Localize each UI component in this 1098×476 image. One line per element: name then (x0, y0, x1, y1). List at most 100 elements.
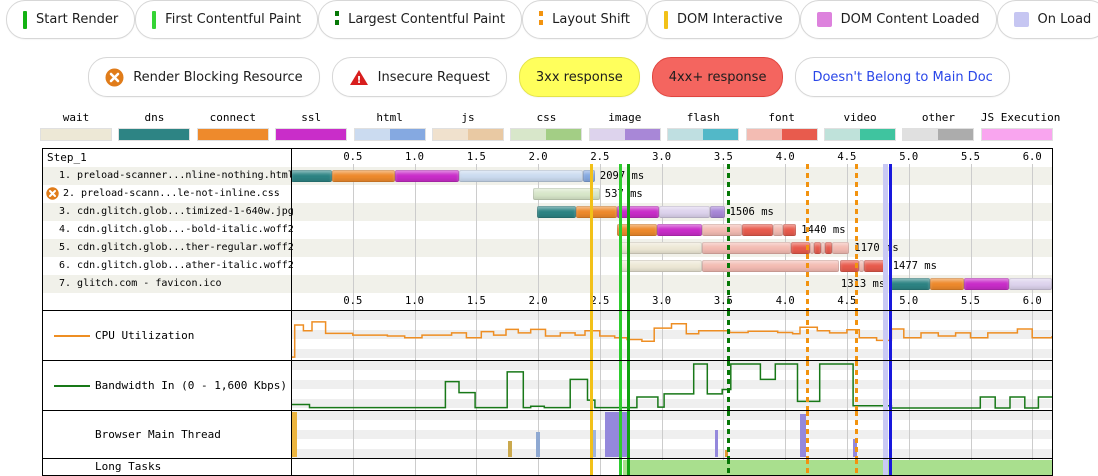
request-duration-2: 537 ms (604, 188, 643, 200)
gridline (538, 164, 540, 310)
gridline (476, 411, 478, 458)
legend-chip-label: On Load (1037, 12, 1092, 27)
legend-chip-label: Start Render (36, 12, 119, 27)
phase-swatch-half (938, 129, 974, 140)
request-bar-4[interactable] (782, 224, 797, 236)
request-bar-6[interactable] (864, 260, 888, 272)
request-bar-4[interactable] (772, 224, 783, 236)
bandwidth-section-label: Bandwidth In (0 - 1,600 Kbps) (95, 379, 288, 392)
request-bar-5[interactable] (702, 242, 792, 254)
request-bar-6[interactable] (619, 260, 703, 272)
request-bar-7[interactable] (890, 278, 930, 290)
first-contentful-paint-marker-icon (152, 10, 157, 29)
phase-swatch (196, 128, 269, 141)
gridline (352, 459, 354, 475)
request-bar-7[interactable] (1008, 278, 1052, 290)
request-row-5[interactable]: 5. cdn.glitch.glob...ther-regular.woff2 (59, 242, 294, 253)
phase-swatch-half (41, 129, 111, 140)
request-bar-4[interactable] (741, 224, 773, 236)
event-line-layout-shift-2 (854, 411, 858, 458)
phase-js-execution: JS Execution (980, 111, 1061, 141)
phase-swatch-half (860, 129, 896, 140)
legend-chip-largest-contentful-paint: Largest Contentful Paint (318, 0, 523, 39)
request-bar-3[interactable] (659, 206, 710, 218)
request-bar-3[interactable] (709, 206, 725, 218)
phase-ssl: ssl (275, 111, 348, 141)
phase-label: image (608, 111, 642, 124)
event-line-largest-contentful-paint (726, 361, 730, 410)
legend-chip-label: Insecure Request (377, 69, 490, 85)
request-bar-5[interactable] (813, 242, 821, 254)
phase-label: css (536, 111, 557, 124)
request-bar-5[interactable] (809, 242, 814, 254)
request-bar-6[interactable] (702, 260, 840, 272)
phase-swatch-half (981, 129, 1052, 140)
request-row-7[interactable]: 7. glitch.com - favicon.ico (59, 278, 222, 289)
request-bar-4[interactable] (617, 224, 657, 236)
gridline (908, 411, 910, 458)
request-row-1[interactable]: 1. preload-scanner...nline-nothing.html (59, 170, 294, 181)
event-line-on-load (882, 311, 888, 360)
event-line-layout-shift (805, 411, 809, 458)
request-bar-2[interactable] (533, 188, 600, 200)
axis-tick-label: 1.0 (405, 151, 424, 163)
phase-swatch-half (354, 129, 390, 140)
request-row-4[interactable]: 4. cdn.glitch.glob...-bold-italic.woff2 (59, 224, 294, 235)
legend-chip-label: Render Blocking Resource (133, 69, 303, 85)
request-bar-1[interactable] (331, 170, 395, 182)
dom-content-loaded-marker-icon (816, 12, 832, 27)
phase-swatch-half (433, 129, 469, 140)
request-bar-1[interactable] (459, 170, 583, 182)
request-bar-4[interactable] (702, 224, 742, 236)
gridline (414, 361, 416, 410)
gridline (476, 311, 478, 360)
legend-chip-label: 4xx+ response (668, 69, 767, 85)
request-bar-5[interactable] (824, 242, 833, 254)
phase-other: other (902, 111, 975, 141)
legend-chip-doesn-t-belong-to-main-doc[interactable]: Doesn't Belong to Main Doc (795, 57, 1010, 97)
request-bar-5[interactable] (619, 242, 703, 254)
phase-swatch-half (276, 129, 347, 140)
long-tasks-section-label: Long Tasks (95, 460, 162, 473)
legend-chip-label: 3xx response (535, 69, 623, 85)
render-blocking-icon (46, 187, 59, 200)
request-bar-7[interactable] (929, 278, 965, 290)
row-stripe (43, 275, 1052, 293)
event-line-layout-shift-2 (854, 459, 858, 475)
request-row-3[interactable]: 3. cdn.glitch.glob...timized-1-640w.jpg (59, 206, 294, 217)
request-bar-6[interactable] (859, 260, 865, 272)
request-badge-legend: Render Blocking Resource! Insecure Reques… (0, 57, 1098, 97)
request-duration-4: 1440 ms (801, 224, 846, 236)
legend-chip-dom-interactive: DOM Interactive (647, 0, 800, 39)
request-bar-7[interactable] (964, 278, 1009, 290)
event-line-start-render (618, 361, 622, 410)
phase-flash: flash (667, 111, 740, 141)
event-line-largest-contentful-paint (726, 459, 730, 475)
event-line-document-complete (888, 361, 892, 410)
request-bar-3[interactable] (617, 206, 660, 218)
axis-tick-label: 2.5 (590, 295, 610, 307)
request-bar-3[interactable] (576, 206, 618, 218)
gridline (785, 311, 787, 360)
legend-chip-start-render: Start Render (6, 0, 136, 39)
phase-js: js (432, 111, 505, 141)
phase-label: wait (62, 111, 90, 124)
request-bar-6[interactable] (839, 260, 860, 272)
gridline (538, 311, 540, 360)
event-line-dom-interactive (589, 311, 593, 360)
request-bar-1[interactable] (291, 170, 332, 182)
request-bar-3[interactable] (536, 206, 577, 218)
request-bar-5[interactable] (791, 242, 810, 254)
event-line-document-complete (888, 459, 892, 475)
gridline (908, 311, 910, 360)
request-bar-5[interactable] (832, 242, 850, 254)
phase-font: font (745, 111, 818, 141)
request-bar-4[interactable] (656, 224, 703, 236)
request-row-2[interactable]: 2. preload-scann...le-not-inline.css (43, 185, 289, 203)
label-chart-divider (291, 149, 292, 310)
phase-label: JS Execution (980, 111, 1061, 124)
gridline (599, 459, 601, 475)
request-bar-1[interactable] (394, 170, 459, 182)
request-row-6[interactable]: 6. cdn.glitch.glob...ather-italic.woff2 (59, 260, 294, 271)
request-bar-5[interactable] (821, 242, 825, 254)
